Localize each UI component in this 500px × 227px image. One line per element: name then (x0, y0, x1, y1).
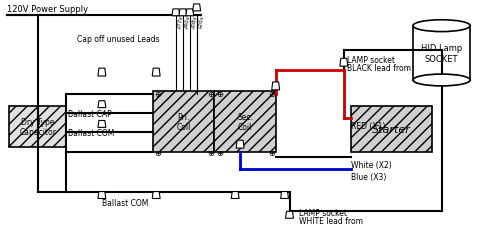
Text: Dry Type: Dry Type (21, 117, 54, 126)
Text: 277v: 277v (177, 15, 184, 30)
Text: WHITE lead from: WHITE lead from (300, 216, 364, 225)
Text: ⊕: ⊕ (154, 148, 162, 157)
Text: 240v: 240v (184, 15, 191, 30)
Polygon shape (192, 5, 200, 12)
Polygon shape (179, 10, 187, 17)
Text: LAMP socket: LAMP socket (347, 56, 395, 65)
Text: Coil: Coil (238, 122, 252, 131)
Text: Blue (X3): Blue (X3) (350, 172, 386, 181)
Text: SOCKET: SOCKET (425, 55, 458, 64)
Polygon shape (152, 69, 160, 77)
Polygon shape (152, 192, 160, 199)
Polygon shape (272, 83, 280, 90)
Polygon shape (340, 59, 348, 67)
Text: 208v: 208v (190, 15, 198, 30)
Text: BLACK lead from: BLACK lead from (347, 64, 411, 73)
Polygon shape (286, 211, 294, 218)
Text: LAMP socket: LAMP socket (300, 208, 348, 217)
Text: White (X2): White (X2) (350, 160, 392, 169)
Polygon shape (172, 10, 180, 17)
Text: Cap off unused Leads: Cap off unused Leads (77, 35, 160, 43)
Bar (350, 106, 432, 152)
Text: ⊕: ⊕ (207, 90, 214, 99)
Text: RED (X1): RED (X1) (350, 122, 385, 131)
Bar (9, 106, 66, 148)
Bar (153, 91, 214, 152)
Text: ⊕: ⊕ (216, 148, 223, 157)
Polygon shape (236, 141, 244, 148)
Bar (214, 91, 276, 152)
Text: Capacitor: Capacitor (19, 127, 56, 136)
Polygon shape (280, 192, 288, 199)
Text: HID Lamp: HID Lamp (421, 44, 462, 53)
Bar (413, 27, 470, 81)
Text: ⊕: ⊕ (207, 148, 214, 157)
Text: Ballast COM: Ballast COM (68, 129, 114, 138)
Ellipse shape (413, 75, 470, 86)
Text: Ballast COM: Ballast COM (102, 199, 148, 207)
Text: 120V Power Supply: 120V Power Supply (7, 5, 88, 14)
Ellipse shape (413, 21, 470, 32)
Text: Starter: Starter (372, 124, 410, 134)
Text: ⊕: ⊕ (268, 90, 275, 99)
Text: Sec.: Sec. (237, 113, 253, 121)
Polygon shape (98, 69, 106, 77)
Text: Coil: Coil (176, 122, 191, 131)
Text: ⊕: ⊕ (154, 90, 162, 99)
Text: 120v: 120v (198, 15, 205, 30)
Polygon shape (231, 192, 239, 199)
Polygon shape (186, 10, 194, 17)
Polygon shape (98, 121, 106, 128)
Text: Ballast CAP: Ballast CAP (68, 109, 112, 118)
Text: ⊕: ⊕ (216, 90, 223, 99)
Polygon shape (98, 101, 106, 108)
Polygon shape (98, 192, 106, 199)
Text: ⊕: ⊕ (268, 148, 275, 157)
Text: Pri.: Pri. (178, 113, 190, 121)
